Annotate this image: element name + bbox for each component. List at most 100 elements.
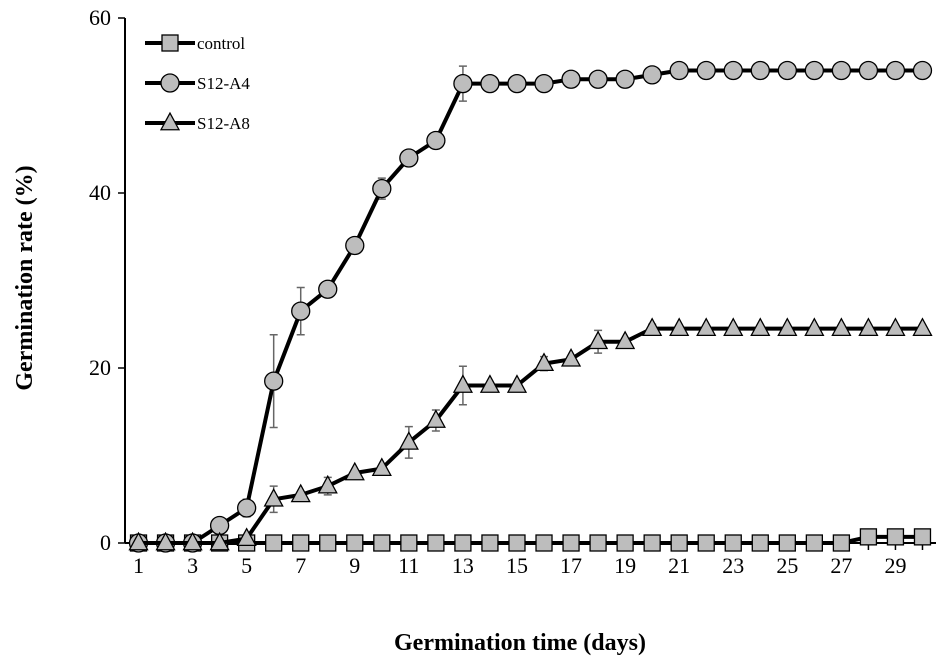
x-tick-label: 11	[398, 553, 419, 578]
x-tick-label: 17	[560, 553, 582, 578]
legend-label: control	[197, 34, 245, 53]
data-point-s12-a8	[398, 431, 419, 450]
data-point-s12-a4	[831, 60, 852, 81]
data-point-control	[832, 534, 851, 552]
legend: control S12-A4 S12-A8	[145, 34, 250, 133]
data-point-s12-a4	[264, 371, 284, 391]
data-point-s12-a8	[642, 317, 663, 336]
data-point-s12-a8	[155, 531, 176, 551]
data-point-control	[616, 534, 634, 552]
data-point-s12-a4	[723, 60, 743, 81]
y-tick-label: 20	[89, 355, 111, 380]
data-point-control	[319, 534, 337, 552]
data-point-s12-a8	[506, 374, 528, 393]
data-point-s12-a4	[399, 148, 419, 168]
x-tick-label: 3	[187, 553, 198, 578]
data-point-s12-a8	[263, 487, 284, 507]
data-point-s12-a4	[615, 69, 635, 89]
legend-label: S12-A8	[197, 114, 250, 133]
data-point-s12-a4	[804, 60, 824, 81]
data-point-control	[589, 534, 607, 552]
data-point-control	[292, 534, 310, 552]
x-tick-label: 29	[884, 553, 906, 578]
data-point-s12-a8	[371, 457, 392, 476]
data-point-s12-a8	[723, 317, 744, 336]
data-point-s12-a4	[291, 301, 311, 321]
data-point-s12-a4	[507, 73, 527, 94]
data-point-s12-a4	[372, 178, 392, 199]
data-point-control	[697, 534, 715, 552]
y-tick-label: 60	[89, 5, 111, 30]
data-point-s12-a4	[777, 60, 797, 81]
x-tick-label: 19	[614, 553, 636, 578]
data-point-s12-a8	[615, 330, 636, 350]
data-point-s12-a8	[858, 317, 879, 336]
x-tick-label: 5	[241, 553, 252, 578]
data-point-s12-a8	[804, 317, 825, 336]
data-point-s12-a8	[696, 317, 717, 336]
data-point-s12-a8	[344, 461, 365, 481]
data-point-control	[886, 528, 905, 546]
plot-area	[128, 60, 933, 553]
data-point-s12-a4	[426, 130, 446, 151]
data-point-control	[535, 534, 553, 552]
y-axis-title: Germination rate (%)	[12, 165, 38, 390]
legend-item-s12-a4: S12-A4	[145, 73, 250, 93]
data-point-s12-a4	[453, 73, 473, 94]
data-point-s12-a8	[317, 474, 338, 494]
x-tick-label: 9	[349, 553, 360, 578]
data-point-s12-a8	[209, 531, 230, 551]
data-point-s12-a4	[561, 69, 581, 89]
data-point-control	[805, 534, 823, 552]
data-point-control	[400, 534, 418, 552]
x-tick-label: 7	[295, 553, 306, 578]
data-point-s12-a8	[587, 330, 609, 350]
data-point-control	[373, 534, 391, 552]
data-point-s12-a8	[452, 374, 474, 393]
data-point-s12-a4	[669, 60, 689, 81]
data-point-control	[670, 534, 688, 552]
data-point-control	[346, 534, 364, 552]
legend-marker-square	[161, 34, 179, 52]
data-point-control	[427, 534, 445, 552]
data-point-s12-a4	[642, 65, 662, 85]
data-point-s12-a8	[182, 531, 203, 551]
data-point-s12-a8	[669, 317, 690, 336]
data-point-control	[562, 534, 580, 552]
data-point-s12-a4	[858, 60, 879, 81]
series-line-s12-a8	[138, 326, 923, 545]
series-s12-a4	[128, 60, 933, 553]
data-point-s12-a8	[236, 527, 257, 546]
data-point-s12-a8	[479, 374, 501, 393]
x-tick-label: 27	[830, 553, 852, 578]
data-point-s12-a4	[696, 60, 716, 81]
y-tick-label: 0	[100, 530, 111, 555]
data-point-control	[751, 534, 769, 552]
x-tick-label: 1	[133, 553, 144, 578]
data-point-s12-a4	[480, 73, 500, 94]
legend-label: S12-A4	[197, 74, 250, 93]
legend-item-control: control	[145, 34, 245, 53]
data-point-s12-a4	[318, 279, 338, 299]
legend-item-s12-a8: S12-A8	[145, 111, 250, 133]
x-tick-label: 15	[506, 553, 528, 578]
data-point-s12-a4	[912, 60, 933, 81]
x-tick-label: 13	[452, 553, 474, 578]
data-point-control	[778, 534, 796, 552]
data-point-control	[481, 534, 499, 552]
legend-marker-circle	[160, 73, 180, 93]
data-point-s12-a8	[128, 531, 149, 551]
series-s12-a8	[128, 317, 933, 551]
data-point-control	[265, 534, 283, 552]
data-point-control	[454, 534, 472, 552]
x-axis-title: Germination time (days)	[394, 630, 646, 656]
data-point-control	[859, 528, 878, 546]
data-point-control	[643, 534, 661, 552]
data-point-s12-a4	[236, 498, 257, 518]
series-control	[129, 528, 932, 552]
x-tick-label: 21	[668, 553, 690, 578]
data-point-s12-a8	[560, 347, 582, 367]
data-point-s12-a8	[831, 317, 852, 336]
